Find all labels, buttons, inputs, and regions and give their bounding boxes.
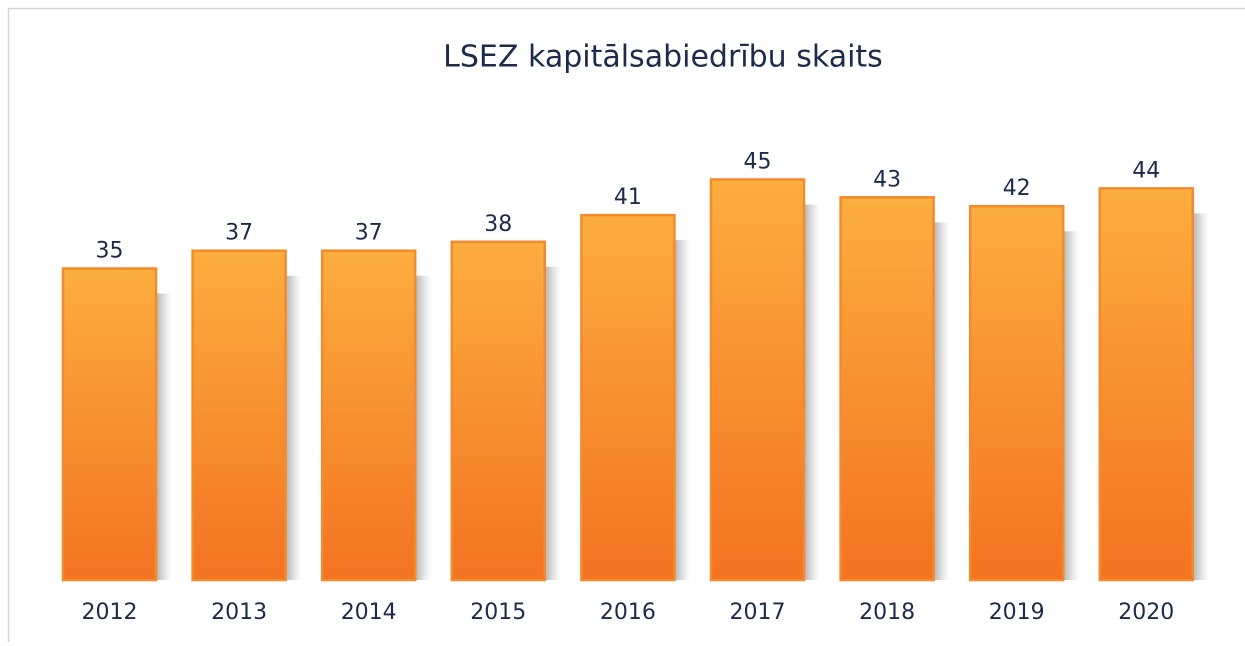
bar-shadow [934,222,950,580]
x-tick-label: 2014 [341,600,397,625]
bar-shadow [415,276,431,580]
bar [841,197,934,580]
bar [1100,188,1193,580]
bar [581,215,674,580]
bar-shadow [156,294,172,581]
data-label: 44 [1132,158,1160,183]
data-label: 35 [96,239,124,264]
bar [970,206,1063,580]
bar [322,251,415,580]
x-tick-label: 2017 [730,600,786,625]
bar-shadow [1193,213,1209,580]
bar-shadow [286,276,302,580]
bar [193,251,286,580]
chart-title: LSEZ kapitālsabiedrību skaits [443,40,883,75]
data-label: 43 [873,167,901,192]
bar [711,180,804,581]
data-label: 38 [484,212,512,237]
plot-area: 35 2012 37 2013 37 2014 38 2015 41 2016 45 2017 43 20… [63,150,1209,626]
bar [452,242,545,580]
bar-shadow [674,240,690,580]
bar [63,269,156,581]
data-label: 37 [355,221,383,246]
x-tick-label: 2016 [600,600,656,625]
x-tick-label: 2019 [989,600,1045,625]
x-tick-label: 2020 [1118,600,1174,625]
data-label: 42 [1003,176,1031,201]
data-label: 45 [744,150,772,175]
bar-shadow [804,205,820,581]
x-tick-label: 2015 [470,600,526,625]
data-label: 37 [225,221,253,246]
bar-shadow [1063,231,1079,580]
x-tick-label: 2013 [211,600,267,625]
bar-shadow [545,267,561,580]
x-tick-label: 2012 [82,600,138,625]
data-label: 41 [614,185,642,210]
x-tick-label: 2018 [859,600,915,625]
